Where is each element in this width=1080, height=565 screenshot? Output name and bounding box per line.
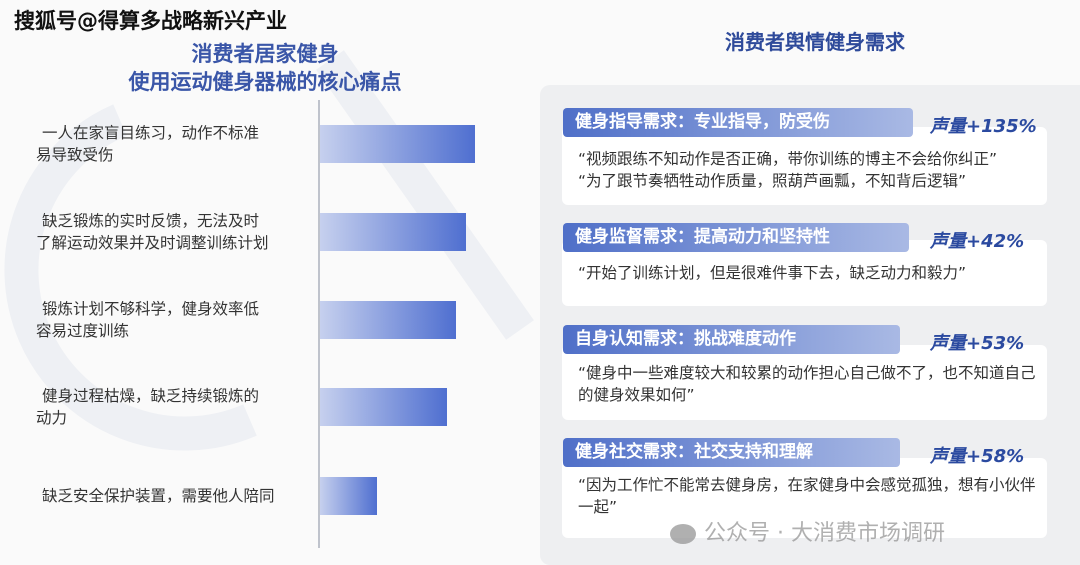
quote-text: “因为工作忙不能常去健身房，在家健身中会感觉孤独，想有小伙伴一起” xyxy=(578,476,1036,516)
volume-badge: 声量+53% xyxy=(930,333,1025,354)
category-label: 一人在家盲目练习，动作不标准易导致受伤 xyxy=(36,122,306,166)
demand-label: 健身监督需求：提高动力和坚持性 xyxy=(563,223,909,252)
chart-title-line1: 消费者居家健身 xyxy=(191,42,339,66)
category-label-line: 健身过程枯燥，缺乏持续锻炼的 xyxy=(42,387,260,405)
wechat-icon xyxy=(670,524,696,544)
quote-block: “视频跟练不知动作是否正确，带你训练的博主不会给你纠正” “为了跟节奏牺牲动作质量… xyxy=(578,148,1038,192)
wechat-watermark: 公众号 · 大消费市场调研 xyxy=(670,521,945,547)
category-label-line: 易导致受伤 xyxy=(36,146,114,164)
demand-label: 健身指导需求：专业指导，防受伤 xyxy=(563,108,913,137)
demand-card xyxy=(562,458,1047,538)
sohu-watermark: 搜狐号@得算多战略新兴产业 xyxy=(14,9,287,33)
bar-4 xyxy=(320,388,448,426)
quote-text: “健身中一些难度较大和较累的动作担心自己做不了，也不知道自己的健身效果如何” xyxy=(578,364,1036,404)
bar-5 xyxy=(320,477,378,515)
quote-text: “开始了训练计划，但是很难件事下去，缺乏动力和毅力” xyxy=(578,264,967,282)
category-label: 锻炼计划不够科学，健身效率低容易过度训练 xyxy=(36,298,306,342)
category-label: 缺乏锻炼的实时反馈，无法及时 了解运动效果并及时调整训练计划 xyxy=(36,210,306,254)
category-label-line: 了解运动效果并及时调整训练计划 xyxy=(36,234,269,252)
category-label-line: 容易过度训练 xyxy=(36,322,130,340)
category-axis xyxy=(318,100,320,548)
volume-badge: 声量+58% xyxy=(930,446,1025,467)
demand-label: 自身认知需求：挑战难度动作 xyxy=(563,325,900,354)
volume-badge: 声量+42% xyxy=(930,231,1025,252)
category-label: 健身过程枯燥，缺乏持续锻炼的动力 xyxy=(36,385,306,429)
watermark-shape xyxy=(4,104,257,451)
category-label-line: 缺乏锻炼的实时反馈，无法及时 xyxy=(42,212,260,230)
background-watermark xyxy=(4,50,534,451)
category-label-line: 一人在家盲目练习，动作不标准 xyxy=(42,124,260,142)
quote-block: “健身中一些难度较大和较累的动作担心自己做不了，也不知道自己的健身效果如何” xyxy=(578,362,1038,406)
watermark-shape xyxy=(316,50,534,340)
bar-3 xyxy=(320,301,457,339)
bar-2 xyxy=(320,213,466,251)
category-label-line: 锻炼计划不够科学，健身效率低 xyxy=(42,300,260,318)
quote-text: “为了跟节奏牺牲动作质量，照葫芦画瓢，不知背后逻辑” xyxy=(578,172,967,190)
demand-card xyxy=(562,127,1047,205)
volume-badge: 声量+135% xyxy=(930,116,1037,137)
quote-block: “因为工作忙不能常去健身房，在家健身中会感觉孤独，想有小伙伴一起” xyxy=(578,474,1038,518)
category-label-line: 缺乏安全保护装置，需要他人陪同 xyxy=(42,487,275,505)
category-label-line: 动力 xyxy=(36,409,68,427)
category-label: 缺乏安全保护装置，需要他人陪同 xyxy=(36,485,306,507)
bar-1 xyxy=(320,125,475,163)
demand-label: 健身社交需求：社交支持和理解 xyxy=(563,438,900,467)
quote-text: “视频跟练不知动作是否正确，带你训练的博主不会给你纠正” xyxy=(578,150,998,168)
chart-title-line2: 使用运动健身器械的核心痛点 xyxy=(128,70,402,94)
quote-block: “开始了训练计划，但是很难件事下去，缺乏动力和毅力” xyxy=(578,262,1038,284)
chart-title: 消费者居家健身 使用运动健身器械的核心痛点 xyxy=(100,40,430,96)
demand-card xyxy=(562,345,1047,420)
right-title: 消费者舆情健身需求 xyxy=(725,30,905,54)
wechat-watermark-text: 公众号 · 大消费市场调研 xyxy=(704,521,945,546)
